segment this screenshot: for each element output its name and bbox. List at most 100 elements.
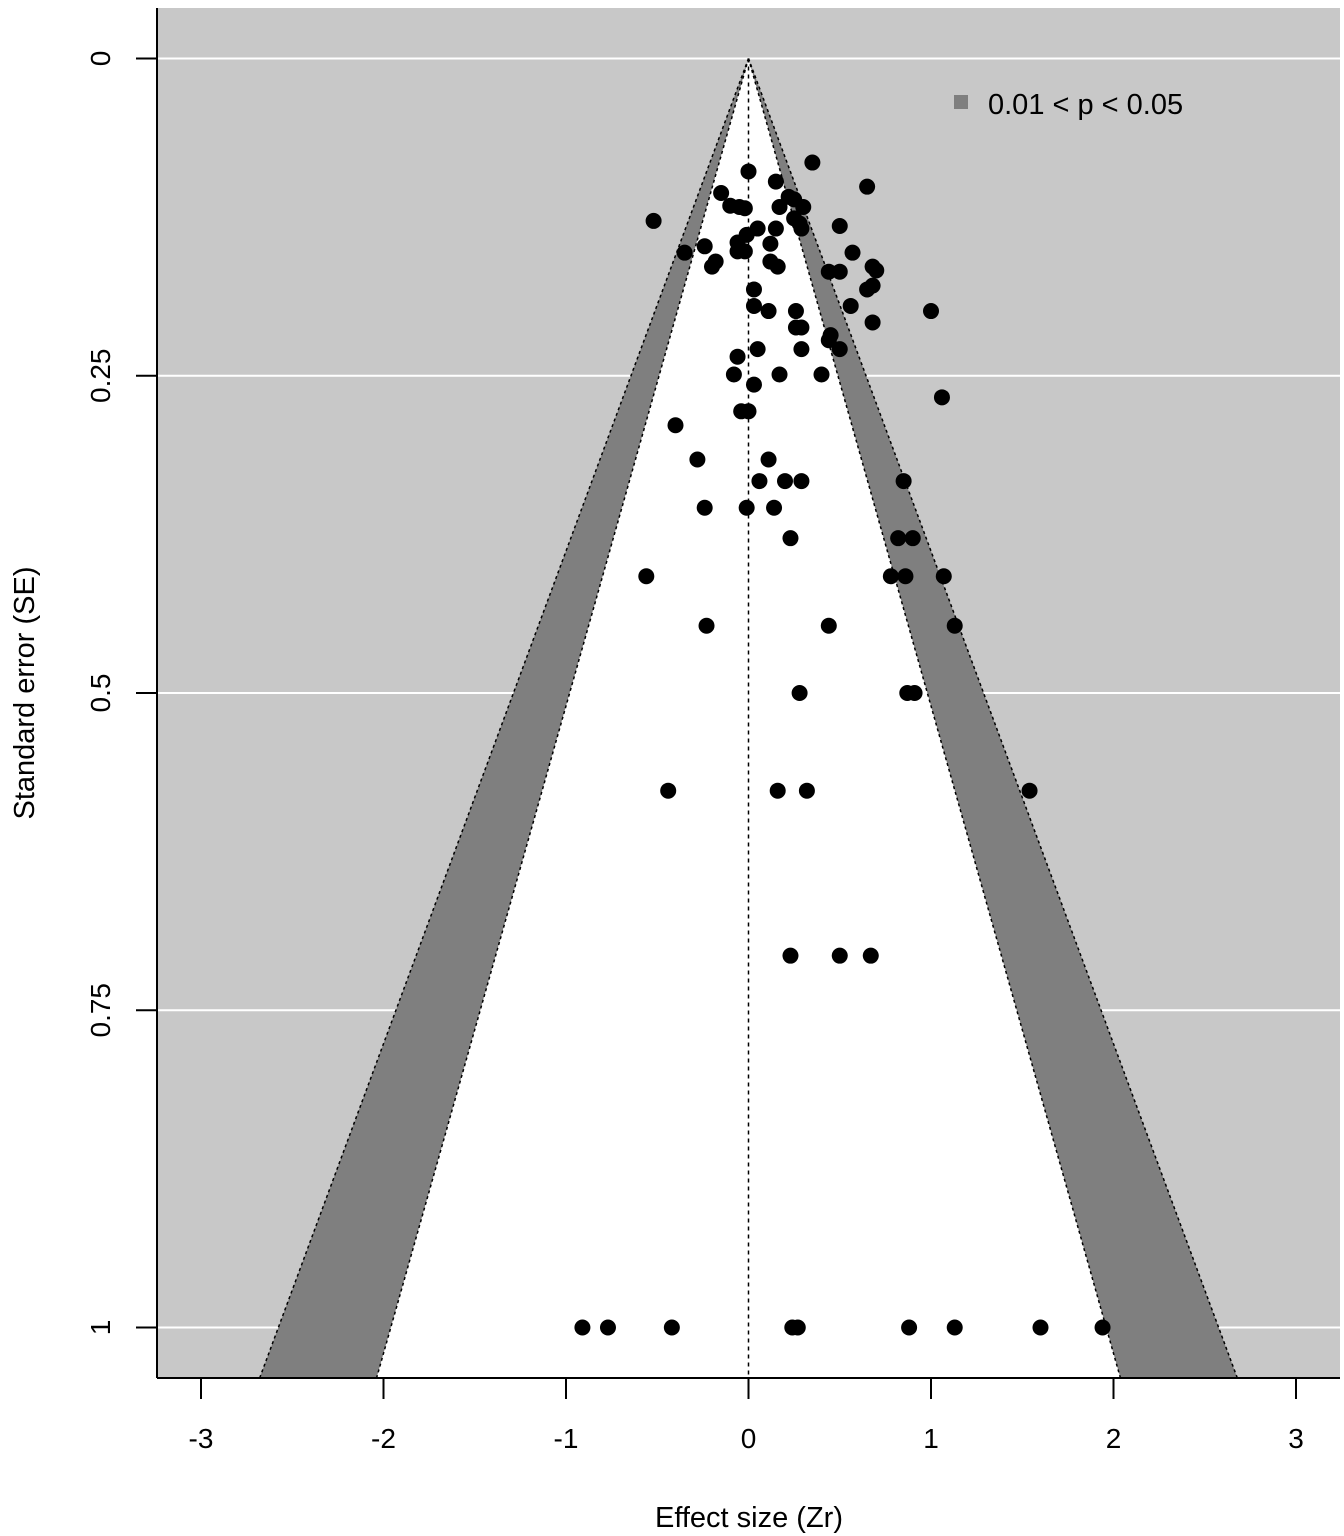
data-point [804,154,821,171]
data-point [745,297,762,314]
data-point [769,782,786,799]
data-point [704,258,720,275]
x-tick-label: -3 [189,1423,214,1454]
data-point [771,366,788,383]
data-point [935,568,952,585]
x-tick-label: -1 [554,1423,579,1454]
data-point [831,341,848,358]
data-point [793,220,810,237]
data-point [769,258,786,275]
x-tick-label: -2 [371,1423,396,1454]
data-point [676,244,693,261]
x-axis: -3 -2 -1 0 1 2 3 [189,1378,1304,1454]
x-tick-label: 3 [1288,1423,1304,1454]
data-point [923,303,939,320]
data-point [696,238,713,255]
y-tick-label: 0 [85,51,116,67]
data-point [868,262,885,279]
y-tick-label: 0.25 [85,349,116,404]
data-point [760,451,777,468]
data-point [736,243,753,260]
data-point [795,198,812,215]
data-point [946,617,963,634]
x-tick-label: 2 [1106,1423,1122,1454]
data-point [698,617,715,634]
data-point [820,263,837,280]
x-tick-label: 1 [923,1423,939,1454]
legend-label: 0.01 < p < 0.05 [988,89,1183,121]
x-axis-title: Effect size (Zr) [655,1502,843,1534]
data-point [638,568,655,585]
data-point [713,185,730,202]
data-point [933,389,950,406]
data-point [689,451,706,468]
data-point [789,1319,806,1336]
data-point [831,947,848,964]
y-tick-label: 1 [85,1320,116,1336]
data-point [777,473,793,490]
contour-line [375,58,750,1378]
data-point [897,568,914,585]
data-point [859,281,876,298]
data-point [736,200,753,217]
data-point [645,212,662,229]
data-point [791,685,808,701]
legend-swatch [954,95,968,109]
data-point [740,403,757,420]
y-axis-title: Standard error (SE) [9,566,41,819]
data-point [793,473,810,490]
contour-line [258,58,750,1378]
data-point [696,499,713,516]
data-point [946,1319,963,1336]
data-point [882,568,899,585]
data-point [751,473,768,490]
data-point [906,685,923,701]
data-point [842,297,859,314]
data-point [831,263,848,280]
data-point [725,366,742,383]
data-points [574,154,1111,1336]
data-point [749,341,766,358]
data-point [1094,1319,1111,1336]
data-point [820,332,837,349]
data-point [793,319,810,336]
data-point [767,220,784,237]
data-point [760,303,777,320]
data-point [782,530,799,547]
data-point [831,218,848,235]
data-point [738,499,755,516]
data-point [813,366,830,383]
data-point [729,348,746,365]
data-point [890,530,907,547]
data-point [862,947,879,964]
data-point [767,173,784,190]
y-tick-label: 0.5 [85,674,116,713]
data-point [667,417,684,434]
data-point [859,178,876,195]
data-point [599,1319,616,1336]
data-point [793,341,810,358]
x-tick-label: 0 [741,1423,757,1454]
data-point [771,198,788,215]
data-point [901,1319,918,1336]
y-axis: 0 0.25 0.5 0.75 1 [85,51,157,1336]
data-point [1021,782,1038,799]
contour-line [747,58,1122,1378]
data-point [740,163,757,180]
data-point [782,947,799,964]
data-point [904,530,921,547]
data-point [663,1319,680,1336]
data-point [660,782,677,799]
legend: 0.01 < p < 0.05 [954,89,1183,121]
data-point [787,303,804,320]
data-point [844,244,861,261]
data-point [745,281,762,298]
data-point [762,235,779,252]
y-tick-label: 0.75 [85,983,116,1038]
data-point [895,473,912,490]
data-point [745,376,762,393]
data-point [798,782,815,799]
data-point [1032,1319,1049,1336]
data-point [864,314,881,331]
